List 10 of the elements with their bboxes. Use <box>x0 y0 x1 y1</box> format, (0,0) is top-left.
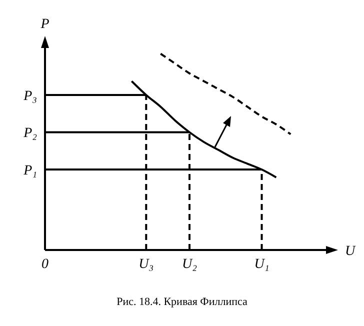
x-axis-title: U <box>344 244 356 259</box>
series-label: P₃ <box>22 88 38 104</box>
text: Рис. 18.4. Кривая Филлипса <box>116 296 248 308</box>
series-label: P₂ <box>22 126 38 142</box>
x-tick-label: U₂ <box>182 256 198 272</box>
series-label: P₁ <box>22 164 37 179</box>
x-tick-label: U₃ <box>138 256 154 272</box>
x-tick-label: 0 <box>42 256 48 272</box>
x-tick-label: U₁ <box>254 256 270 272</box>
y-axis-title: P <box>40 17 50 32</box>
